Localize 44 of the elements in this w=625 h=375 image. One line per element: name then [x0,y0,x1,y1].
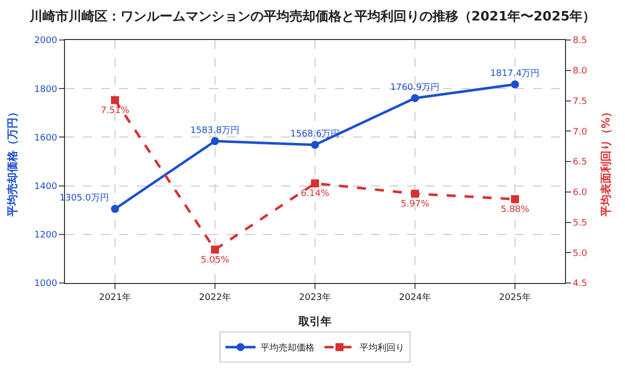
y-tick-label: 1000 [34,279,58,290]
x-axis-title: 取引年 [298,315,332,328]
y-tick-label: 1400 [34,182,58,192]
data-label: 1583.8万円 [190,126,240,136]
y2-tick-label: 6.0 [572,188,588,198]
point [311,179,319,188]
y2-tick-label: 7.0 [572,127,588,138]
y-tick-label: 1800 [34,84,58,95]
y-axis-title: 平均売却価格（万円） [6,106,19,218]
y-tick-label: 1600 [34,133,58,144]
y2-tick-label: 5.0 [572,248,588,259]
x-tick-label: 2022年 [199,292,231,303]
data-label: 6.14% [300,189,330,200]
point [311,140,319,149]
y2-tick-label: 4.5 [572,279,588,290]
legend-label: 平均利回り [360,342,404,354]
legend-label: 平均売却価格 [260,342,314,354]
y2-tick-label: 6.5 [572,158,588,168]
chart-title: 川崎市川崎区：ワンルームマンションの平均売却価格と平均利回りの推移（2021年〜2025年） [28,8,596,24]
y-tick-label: 2000 [34,36,58,46]
point [411,190,419,198]
point [111,96,119,104]
y2-tick-label: 7.5 [572,96,588,107]
y2-axis-title: 平均表面利回り（%） [600,106,613,218]
point [211,246,219,254]
data-label: 7.51% [100,106,130,116]
point [111,204,119,213]
point [511,80,519,88]
x-tick-label: 2024年 [399,292,431,303]
data-label: 5.97% [400,199,430,210]
data-label: 1760.9万円 [390,82,440,93]
point [211,137,219,146]
y2-tick-label: 5.5 [572,218,588,228]
x-tick-label: 2025年 [499,292,531,303]
data-label: 5.88% [500,204,530,215]
x-tick-label: 2021年 [99,292,131,303]
point [411,94,419,102]
x-tick-label: 2023年 [299,292,331,303]
data-label: 5.05% [200,255,230,266]
y2-tick-label: 8.0 [572,66,588,77]
y-tick-label: 1200 [34,230,58,241]
data-label: 1817.4万円 [490,69,540,80]
y2-tick-label: 8.5 [572,36,588,46]
point [511,195,519,204]
